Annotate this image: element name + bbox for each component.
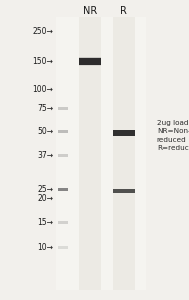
Text: 20→: 20→	[37, 194, 53, 203]
Text: 15→: 15→	[37, 218, 53, 227]
Bar	[58, 246, 68, 249]
Bar	[79, 65, 101, 66]
Bar	[58, 221, 68, 224]
Text: R: R	[120, 5, 127, 16]
Bar	[58, 130, 68, 133]
Bar	[79, 16, 101, 290]
Text: NR: NR	[83, 5, 97, 16]
Text: 37→: 37→	[37, 151, 53, 160]
Text: 10→: 10→	[37, 243, 53, 252]
Bar	[79, 57, 101, 58]
Bar	[113, 130, 135, 136]
Text: 25→: 25→	[37, 185, 53, 194]
Text: 50→: 50→	[37, 127, 53, 136]
Text: 75→: 75→	[37, 104, 53, 113]
Bar	[58, 188, 68, 191]
Text: 2ug loading
NR=Non-
reduced
R=reduced: 2ug loading NR=Non- reduced R=reduced	[157, 120, 189, 151]
Bar	[58, 107, 68, 110]
Bar	[58, 154, 68, 157]
Bar	[56, 16, 146, 290]
Bar	[113, 189, 135, 193]
Text: 150→: 150→	[33, 57, 53, 66]
Text: 250→: 250→	[33, 27, 53, 36]
Bar	[79, 58, 101, 65]
Text: 100→: 100→	[33, 85, 53, 94]
Bar	[113, 16, 135, 290]
